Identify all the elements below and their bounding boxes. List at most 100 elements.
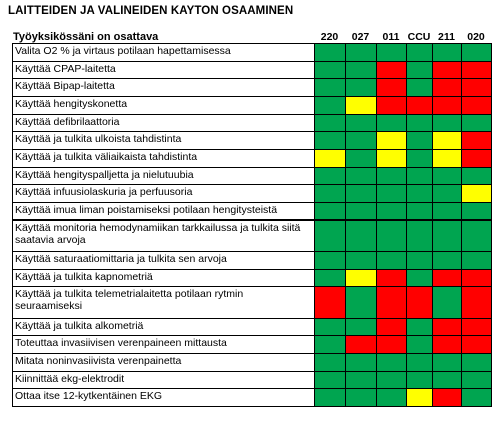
status-cell-green <box>432 219 462 252</box>
status-cell-yellow <box>432 131 462 150</box>
status-cell-green <box>314 78 346 97</box>
status-cell-green <box>406 335 433 355</box>
status-cell-green <box>432 370 462 390</box>
status-cell-red <box>345 335 377 355</box>
status-cell-red <box>432 95 462 115</box>
status-cell-green <box>314 317 346 337</box>
status-cell-green <box>376 113 407 133</box>
status-cell-green <box>376 184 407 203</box>
status-cell-red <box>376 60 407 80</box>
table-header-label: Työyksikössäni on osattava <box>13 31 159 43</box>
status-cell-green <box>406 317 433 337</box>
row-label: Käyttää ja tulkita alkometriä <box>12 317 314 337</box>
status-cell-red <box>461 148 492 168</box>
status-cell-red <box>461 60 492 80</box>
status-cell-green <box>345 43 377 62</box>
status-cell-green <box>432 353 462 372</box>
row-label: Mitata noninvasiivista verenpainetta <box>12 353 314 372</box>
status-cell-red <box>376 335 407 355</box>
status-cell-green <box>314 95 346 115</box>
row-label: Käyttää infuusiolaskuria ja perfuusoria <box>12 184 314 203</box>
status-cell-green <box>345 317 377 337</box>
status-cell-yellow <box>406 388 433 408</box>
status-cell-green <box>314 335 346 355</box>
status-cell-green <box>406 370 433 390</box>
status-cell-green <box>432 43 462 62</box>
status-cell-green <box>406 60 433 80</box>
status-cell-green <box>461 370 492 390</box>
status-cell-red <box>376 268 407 288</box>
status-cell-green <box>461 388 492 408</box>
status-cell-green <box>376 370 407 390</box>
status-cell-red <box>376 95 407 115</box>
status-cell-green <box>345 353 377 372</box>
status-cell-green <box>406 131 433 150</box>
status-cell-red <box>432 78 462 97</box>
status-cell-green <box>314 370 346 390</box>
status-cell-red <box>461 78 492 97</box>
status-cell-green <box>406 43 433 62</box>
status-cell-green <box>314 60 346 80</box>
status-cell-green <box>461 43 492 62</box>
status-cell-yellow <box>432 148 462 168</box>
status-cell-red <box>376 317 407 337</box>
status-cell-red <box>376 286 407 319</box>
status-cell-green <box>406 113 433 133</box>
status-cell-green <box>376 166 407 186</box>
status-cell-yellow <box>345 268 377 288</box>
status-cell-green <box>314 388 346 408</box>
page-title: LAITTEIDEN JA VALINEIDEN KAYTON OSAAMINE… <box>8 5 294 17</box>
status-cell-green <box>461 113 492 133</box>
status-cell-red <box>461 131 492 150</box>
row-label: Käyttää monitoria hemodynamiikan tarkkai… <box>12 219 314 252</box>
row-label: Käyttää saturaatiomittaria ja tulkita se… <box>12 251 314 270</box>
row-label: Käyttää ja tulkita ulkoista tahdistinta <box>12 131 314 150</box>
status-cell-green <box>345 131 377 150</box>
status-cell-red <box>314 286 346 319</box>
status-cell-red <box>406 286 433 319</box>
status-cell-green <box>406 78 433 97</box>
status-cell-green <box>345 148 377 168</box>
status-cell-yellow <box>345 95 377 115</box>
row-label: Kiinnittää ekg-elektrodit <box>12 370 314 390</box>
status-cell-green <box>314 131 346 150</box>
status-cell-yellow <box>314 148 346 168</box>
status-cell-green <box>314 353 346 372</box>
row-label: Käyttää CPAP-laitetta <box>12 60 314 80</box>
status-cell-green <box>376 251 407 270</box>
row-label: Ottaa itse 12-kytkentäinen EKG <box>12 388 314 408</box>
row-label: Käyttää ja tulkita väliaikaista tahdisti… <box>12 148 314 168</box>
status-cell-red <box>406 95 433 115</box>
status-cell-yellow <box>376 131 407 150</box>
status-cell-green <box>314 251 346 270</box>
status-cell-green <box>461 166 492 186</box>
status-cell-green <box>345 184 377 203</box>
row-label: Käyttää ja tulkita kapnometriä <box>12 268 314 288</box>
status-cell-green <box>314 268 346 288</box>
column-header: 220 <box>320 31 339 43</box>
status-cell-red <box>376 78 407 97</box>
status-cell-green <box>461 353 492 372</box>
row-label: Käyttää hengityskonetta <box>12 95 314 115</box>
status-cell-green <box>406 268 433 288</box>
status-cell-red <box>432 60 462 80</box>
status-cell-green <box>432 166 462 186</box>
status-cell-green <box>314 184 346 203</box>
status-cell-green <box>314 166 346 186</box>
status-cell-green <box>406 184 433 203</box>
status-cell-green <box>345 60 377 80</box>
status-cell-green <box>345 113 377 133</box>
status-cell-green <box>345 286 377 319</box>
status-cell-green <box>345 201 377 221</box>
column-header: 011 <box>382 31 400 43</box>
row-label: Käyttää hengityspalljetta ja nielutuubia <box>12 166 314 186</box>
status-cell-green <box>432 251 462 270</box>
status-cell-red <box>432 268 462 288</box>
row-label: Käyttää Bipap-laitetta <box>12 78 314 97</box>
status-cell-green <box>406 219 433 252</box>
status-cell-green <box>432 286 462 319</box>
status-cell-red <box>461 268 492 288</box>
status-cell-yellow <box>461 184 492 203</box>
status-cell-green <box>376 43 407 62</box>
status-cell-green <box>345 78 377 97</box>
